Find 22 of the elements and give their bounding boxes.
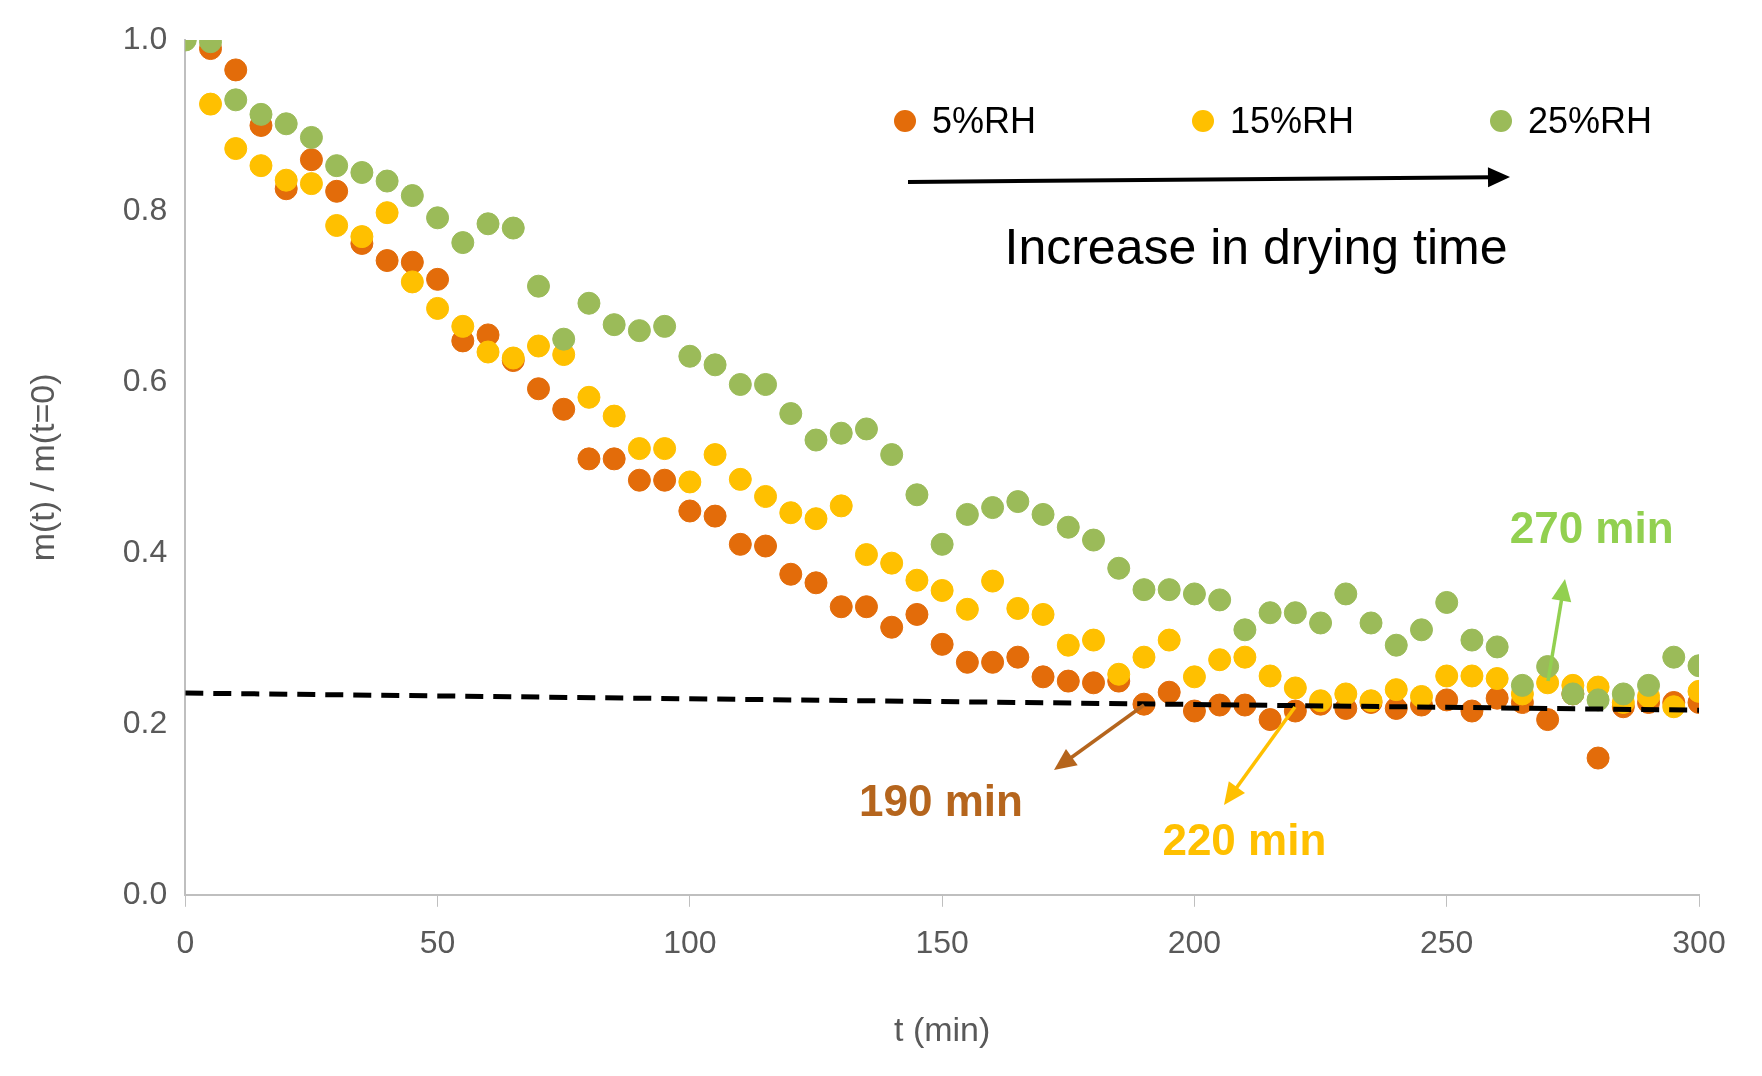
annotation: Increase in drying time	[1004, 218, 1508, 275]
x-tick-label: 150	[915, 923, 969, 960]
x-tick-label: 0	[176, 923, 195, 960]
x-tick-label: 100	[663, 923, 717, 960]
y-tick-label: 0.2	[122, 703, 168, 740]
annotation: 220 min	[1162, 814, 1327, 864]
x-axis-title: t (min)	[893, 1009, 991, 1048]
y-tick-label: 0.4	[122, 532, 168, 569]
x-tick-label: 50	[419, 923, 456, 960]
legend-label: 25%RH	[1528, 99, 1653, 141]
annotation: 190 min	[859, 776, 1023, 826]
legend-label: 5%RH	[932, 99, 1037, 141]
y-tick-label: 1.0	[122, 19, 168, 56]
y-tick-label: 0.8	[122, 190, 168, 227]
annotation: 270 min	[1509, 503, 1674, 553]
y-tick-label: 0.6	[122, 361, 168, 398]
legend-label: 15%RH	[1230, 99, 1355, 141]
x-tick-label: 200	[1167, 923, 1222, 960]
y-axis-title: m(t) / m(t=0)	[22, 373, 61, 562]
x-tick-label: 250	[1420, 923, 1474, 960]
y-tick-label: 0.0	[122, 874, 168, 911]
x-tick-label: 300	[1672, 923, 1726, 960]
